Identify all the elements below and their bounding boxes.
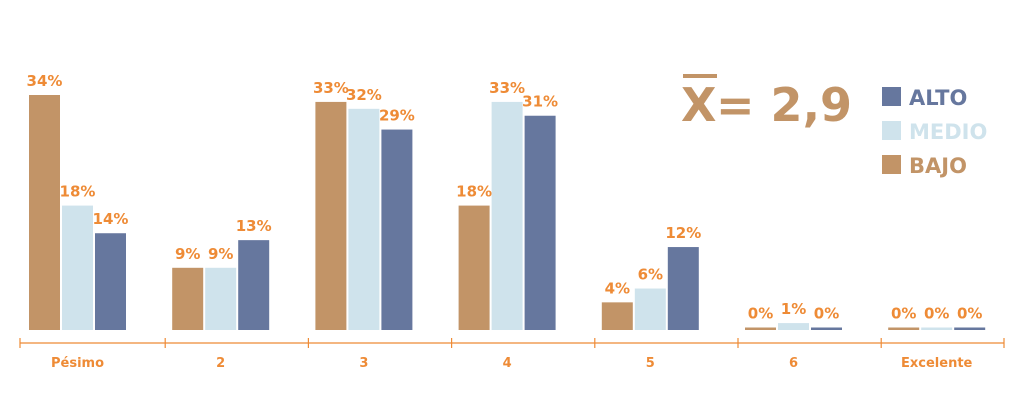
x-tick-label-4: 5 (646, 356, 655, 371)
bar-alto-0 (95, 233, 126, 330)
bar-bajo-6 (888, 327, 920, 330)
value-label-bajo-6: 0% (891, 305, 916, 323)
x-tick-label-6: Excelente (901, 356, 973, 371)
bar-alto-6 (954, 327, 986, 330)
bar-alto-4 (667, 247, 699, 330)
x-tick-label-0: Pésimo (51, 356, 104, 371)
bar-medio-0 (62, 205, 93, 330)
bar-medio-2 (348, 108, 380, 330)
x-tick-label-5: 6 (789, 356, 798, 371)
bar-medio-1 (205, 267, 237, 330)
value-label-medio-0: 18% (60, 183, 96, 201)
bar-medio-5 (778, 323, 809, 330)
bar-bajo-4 (601, 302, 633, 330)
value-label-medio-3: 33% (489, 79, 525, 97)
bar-bajo-0 (29, 95, 60, 330)
mean-value: = 2,9 (716, 78, 852, 132)
x-ticks-group: Pésimo 2 3 4 5 6 Excelente (19, 338, 1005, 371)
value-label-bajo-0: 34% (27, 72, 63, 90)
value-label-alto-6: 0% (957, 305, 982, 323)
legend-swatch-medio (882, 121, 901, 140)
bar-bajo-3 (458, 205, 490, 330)
value-label-alto-1: 13% (236, 217, 272, 235)
bar-alto-2 (381, 129, 413, 330)
value-label-alto-3: 31% (522, 93, 558, 111)
value-label-bajo-2: 33% (313, 79, 349, 97)
legend-swatch-bajo (882, 155, 901, 174)
x-tick-label-2: 3 (359, 356, 368, 371)
value-label-medio-1: 9% (208, 245, 233, 263)
bar-bajo-1 (172, 267, 204, 330)
bar-alto-5 (811, 327, 842, 330)
bar-bajo-2 (315, 101, 347, 330)
value-label-bajo-3: 18% (456, 183, 492, 201)
bars-group (29, 95, 986, 330)
legend: ALTO MEDIO BAJO (882, 86, 987, 178)
bar-alto-1 (238, 240, 270, 330)
value-label-alto-4: 12% (665, 224, 701, 242)
value-label-alto-0: 14% (93, 210, 129, 228)
legend-swatch-alto (882, 87, 901, 106)
x-tick-label-3: 4 (503, 356, 512, 371)
bar-medio-3 (491, 101, 523, 330)
x-tick-label-1: 2 (216, 356, 225, 371)
bar-alto-3 (524, 115, 556, 330)
value-labels-group: 34%18%14%9% 9%13%33%32%29%18%33%31%4%6%12… (27, 72, 983, 323)
mean-symbol: X (681, 78, 716, 132)
value-label-bajo-1: 9% (175, 245, 200, 263)
bar-bajo-5 (745, 327, 776, 330)
mean-annotation: X = 2,9 (681, 74, 852, 132)
legend-label-medio: MEDIO (909, 120, 987, 144)
value-label-bajo-5: 0% (748, 305, 773, 323)
value-label-medio-4: 6% (638, 266, 663, 284)
bar-medio-6 (921, 327, 953, 330)
value-label-alto-5: 0% (814, 305, 839, 323)
value-label-medio-5: 1% (781, 300, 806, 318)
legend-label-bajo: BAJO (909, 154, 967, 178)
value-label-alto-2: 29% (379, 107, 415, 125)
bar-medio-4 (634, 288, 666, 330)
value-label-medio-2: 32% (346, 86, 382, 104)
value-label-bajo-4: 4% (605, 279, 630, 297)
value-label-medio-6: 0% (924, 305, 949, 323)
legend-label-alto: ALTO (909, 86, 967, 110)
